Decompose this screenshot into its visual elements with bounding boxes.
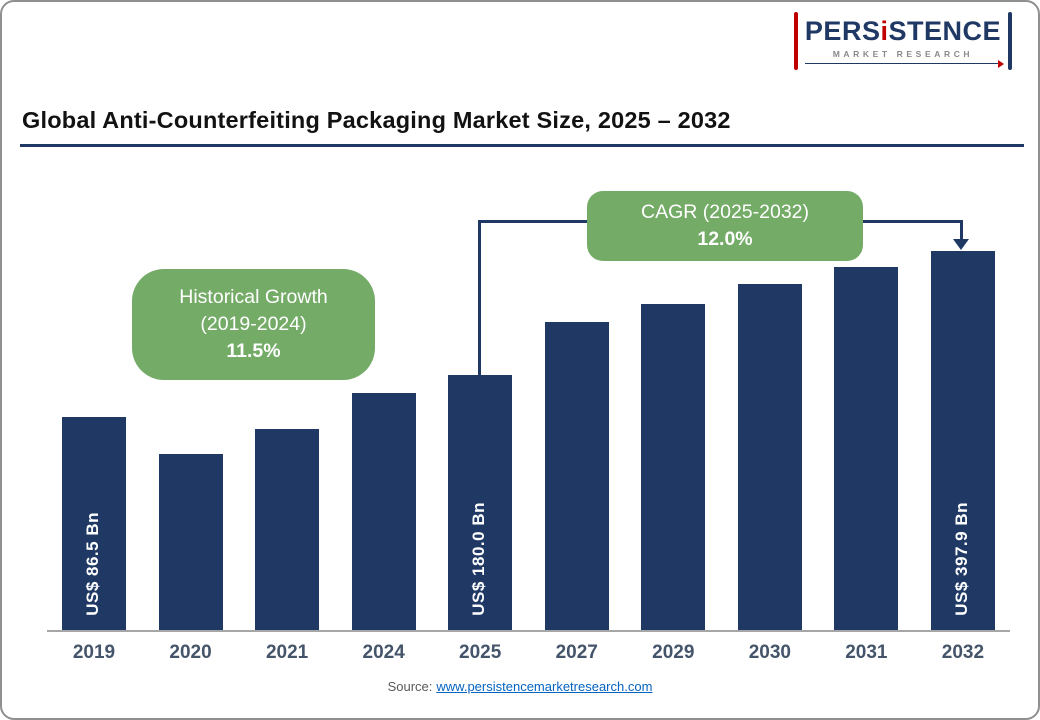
source-prefix: Source: [387, 679, 433, 694]
logo-wordmark: PERSiSTENCE [805, 18, 1001, 45]
cagr-callout: CAGR (2025-2032) 12.0% [587, 191, 863, 261]
logo-wordmark-part2: STENCE [888, 16, 1001, 46]
bar-2027 [544, 322, 609, 630]
x-axis-label-2027: 2027 [555, 642, 598, 663]
logo-left-accent-bar [793, 12, 798, 70]
connector-line-to-2032 [960, 220, 963, 240]
logo-wordmark-i: i [880, 16, 889, 46]
x-axis-label-2031: 2031 [845, 642, 888, 663]
chart-title: Global Anti-Counterfeiting Packaging Mar… [22, 107, 731, 133]
logo-subtitle: MARKET RESEARCH [832, 49, 974, 59]
bar-2029 [641, 304, 706, 630]
bar-value-label-2025: US$ 180.0 Bn [469, 502, 489, 616]
logo-arrow-icon [998, 59, 1004, 68]
bar-value-label-2019: US$ 86.5 Bn [83, 512, 102, 616]
bar-2025: US$ 180.0 Bn [448, 375, 513, 630]
arrow-down-icon [953, 239, 969, 250]
logo-right-accent-bar [1008, 12, 1012, 70]
bar-2019: US$ 86.5 Bn [62, 417, 126, 630]
source-line: Source: www.persistencemarketresearch.com [2, 679, 1038, 694]
x-axis-label-2020: 2020 [169, 642, 212, 663]
bar-value-label-2032: US$ 397.9 Bn [951, 502, 971, 616]
x-axis-label-2032: 2032 [941, 642, 985, 663]
cagr-label: CAGR (2025-2032) [641, 201, 809, 223]
bar-2021 [255, 429, 320, 630]
bars: US$ 86.5 Bn US$ 180.0 Bn US$ 397.9 Bn [47, 251, 1010, 630]
logo-underline [804, 59, 1004, 68]
historical-growth-callout: Historical Growth (2019-2024) 11.5% [132, 269, 375, 380]
bar-2024 [351, 393, 416, 630]
bar-2031 [834, 267, 899, 630]
bar-2030 [737, 284, 802, 630]
bar-2020 [158, 454, 223, 630]
x-axis-label-2019: 2019 [72, 642, 116, 663]
x-axis-label-2030: 2030 [748, 642, 791, 663]
brand-logo: PERSiSTENCE MARKET RESEARCH [793, 12, 1012, 70]
title-underline [20, 144, 1024, 147]
logo-core: PERSiSTENCE MARKET RESEARCH [804, 12, 1004, 70]
historical-growth-label: Historical Growth [179, 286, 328, 308]
x-axis-label-2024: 2024 [362, 642, 405, 663]
x-axis-label-2029: 2029 [652, 642, 695, 663]
logo-wordmark-part1: PERS [804, 16, 881, 46]
connector-line-from-2025 [478, 220, 481, 378]
connector-line-left [478, 220, 588, 223]
x-axis-line [47, 630, 1010, 632]
x-axis-labels: 2019 2020 2021 2024 2025 2027 2029 2030 2031 2032 [47, 642, 1010, 664]
connector-line-right [862, 220, 962, 223]
x-axis-label-2025: 2025 [459, 642, 502, 663]
bar-2032: US$ 397.9 Bn [930, 251, 995, 630]
x-axis-label-2021: 2021 [265, 642, 309, 663]
historical-growth-period: (2019-2024) [200, 312, 307, 335]
source-link[interactable]: www.persistencemarketresearch.com [436, 679, 653, 694]
historical-growth-value: 11.5% [226, 339, 281, 362]
cagr-value: 12.0% [697, 227, 753, 250]
